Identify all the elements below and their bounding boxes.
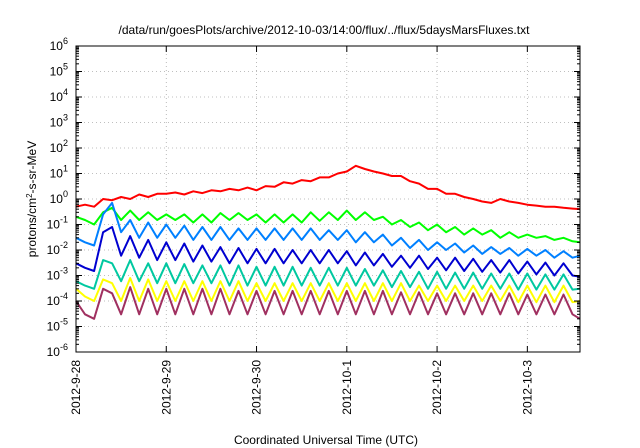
series-layer bbox=[75, 164, 581, 320]
y-tick-base: 10 bbox=[50, 116, 64, 130]
x-tick-label: 2012-10-1 bbox=[340, 360, 354, 415]
y-tick-exp: 4 bbox=[63, 87, 68, 97]
series-line-1 bbox=[75, 164, 581, 211]
x-tick-label: 2012-9-28 bbox=[69, 360, 83, 415]
y-tick-exp: 1 bbox=[63, 164, 68, 174]
y-tick-exp: -2 bbox=[60, 240, 68, 250]
y-tick-exp: 0 bbox=[63, 189, 68, 199]
y-tick-base: 10 bbox=[50, 167, 64, 181]
y-tick-base: 10 bbox=[47, 345, 61, 359]
y-tick-base: 10 bbox=[47, 320, 61, 334]
y-tick-base: 10 bbox=[50, 65, 64, 79]
y-tick-exp: -3 bbox=[60, 266, 68, 276]
series-line-6 bbox=[75, 277, 581, 304]
y-tick-label: 10-6 bbox=[47, 342, 68, 359]
plot-frame bbox=[75, 45, 581, 353]
y-tick-label: 106 bbox=[50, 36, 68, 53]
x-tick-label: 2012-10-2 bbox=[430, 360, 444, 415]
x-tick-label: 2012-10-3 bbox=[520, 360, 534, 415]
y-tick-exp: 5 bbox=[63, 62, 68, 72]
y-tick-exp: -5 bbox=[60, 317, 68, 327]
y-axis-title-main: protons/cm bbox=[25, 198, 39, 257]
y-tick-base: 10 bbox=[47, 294, 61, 308]
y-tick-label: 101 bbox=[50, 164, 68, 181]
y-tick-label: 102 bbox=[50, 138, 68, 155]
y-tick-base: 10 bbox=[47, 269, 61, 283]
y-tick-label: 10-3 bbox=[47, 266, 68, 283]
chart-title: /data/run/goesPlots/archive/2012-10-03/1… bbox=[119, 23, 531, 37]
y-tick-label: 10-1 bbox=[47, 215, 68, 232]
y-tick-label: 104 bbox=[50, 87, 68, 104]
series-line-7 bbox=[75, 286, 581, 320]
y-tick-exp: -1 bbox=[60, 215, 68, 225]
grid-layer bbox=[76, 46, 580, 352]
y-tick-base: 10 bbox=[47, 243, 61, 257]
y-tick-base: 10 bbox=[47, 218, 61, 232]
series-line-4 bbox=[75, 226, 581, 278]
y-tick-base: 10 bbox=[50, 141, 64, 155]
y-tick-base: 10 bbox=[50, 39, 64, 53]
y-tick-label: 10-5 bbox=[47, 317, 68, 334]
series-line-5 bbox=[75, 259, 581, 291]
y-axis-title-rest: -s-sr-MeV bbox=[25, 141, 39, 194]
series-line-3 bbox=[75, 201, 581, 259]
x-tick-label: 2012-9-29 bbox=[159, 360, 173, 415]
y-tick-label: 10-4 bbox=[47, 291, 68, 308]
y-tick-exp: 2 bbox=[63, 138, 68, 148]
x-axis-title: Coordinated Universal Time (UTC) bbox=[234, 433, 418, 447]
y-tick-base: 10 bbox=[50, 90, 64, 104]
series-line-2 bbox=[75, 206, 581, 244]
y-tick-exp: -4 bbox=[60, 291, 68, 301]
x-tick-label: 2012-9-30 bbox=[250, 360, 264, 415]
tick-layer: 10610510410310210110010-110-210-310-410-… bbox=[47, 36, 580, 415]
y-axis-title: protons/cm2-s-sr-MeV bbox=[25, 141, 40, 257]
y-tick-label: 105 bbox=[50, 62, 68, 79]
y-tick-label: 103 bbox=[50, 113, 68, 130]
y-tick-label: 10-2 bbox=[47, 240, 68, 257]
y-tick-exp: 3 bbox=[63, 113, 68, 123]
y-axis-title-sup: 2 bbox=[25, 193, 34, 198]
y-tick-base: 10 bbox=[50, 192, 64, 206]
y-tick-label: 100 bbox=[50, 189, 68, 206]
y-tick-exp: 6 bbox=[63, 36, 68, 46]
y-tick-exp: -6 bbox=[60, 342, 68, 352]
